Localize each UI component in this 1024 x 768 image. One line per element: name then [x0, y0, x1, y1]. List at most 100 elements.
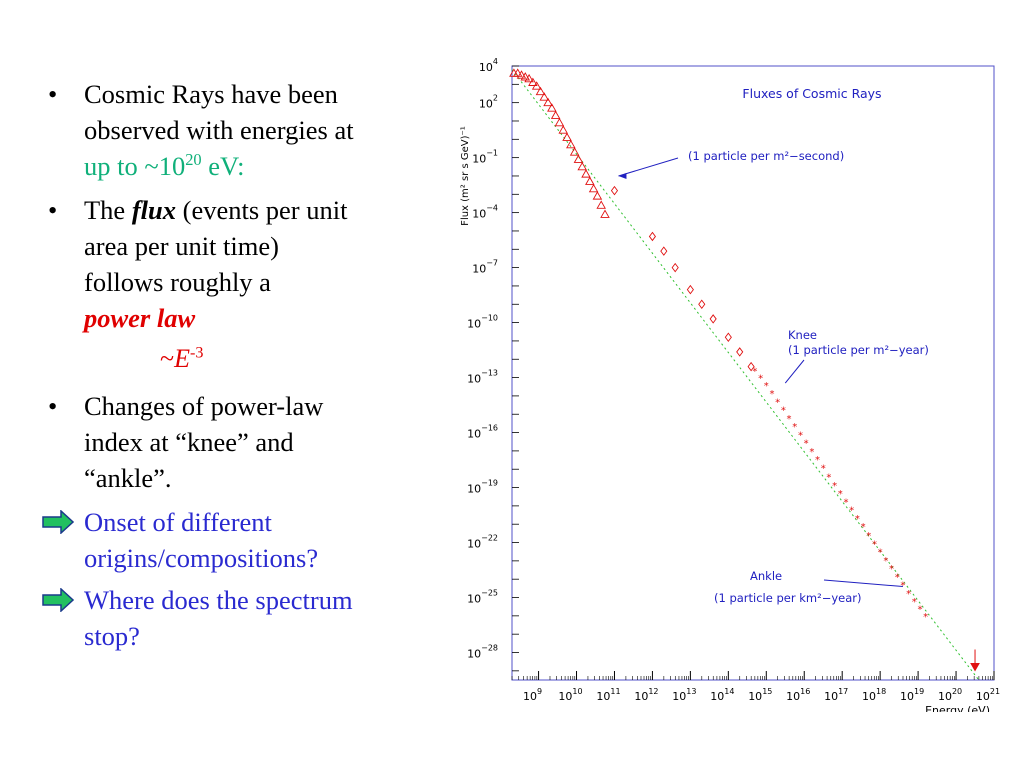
bullet-knee-ankle: • Changes of power-law index at “knee” a…: [44, 388, 444, 496]
x-tick-label: 1012: [634, 687, 658, 703]
x-tick-label: 1020: [938, 687, 962, 703]
y-tick-label: 10−16: [467, 424, 498, 441]
data-point-star: *: [832, 481, 837, 492]
y-axis-title: Flux (m² sr s GeV)⁻¹: [460, 126, 471, 226]
data-point-triangle: [524, 73, 534, 83]
x-tick-label: 1010: [558, 687, 582, 703]
arrow-item1-line1: Onset of different: [84, 507, 272, 537]
slide-text: • Cosmic Rays have been observed with en…: [42, 76, 444, 660]
y-tick-label: 10−28: [467, 644, 498, 661]
data-point-triangle: [569, 147, 580, 156]
data-point-triangle: [528, 77, 538, 86]
data-point-diamond: [648, 231, 656, 242]
bullet1-line1: Cosmic Rays have been: [84, 79, 338, 109]
data-point-star: *: [787, 414, 792, 425]
data-point-triangle: [554, 117, 565, 127]
bullet2-the: The: [84, 195, 132, 225]
data-point-star: *: [804, 439, 809, 450]
cosmic-ray-flux-chart: 109 1010 1011 1012 1013 1014 1015 1016 1017 1018 1…: [452, 56, 1012, 717]
x-axis-title: Energy (eV): [925, 704, 990, 712]
bullet2-power-law: power law: [84, 303, 196, 333]
annotation-one-per-m2-second: (1 particle per m²−second): [688, 149, 844, 163]
data-point-star: *: [912, 597, 917, 608]
x-tick-label: 1015: [748, 687, 772, 703]
x-tick-label: 1019: [900, 687, 924, 703]
arrow-item2-line2: stop?: [84, 621, 140, 651]
data-point-diamond: [671, 262, 679, 273]
data-point-star: *: [758, 374, 763, 385]
data-point-triangle: [535, 86, 546, 96]
bullet3-line1: Changes of power-law: [84, 391, 324, 421]
annotation-arrow-second: [618, 157, 679, 177]
data-point-star: *: [923, 612, 928, 623]
right-arrow-icon: [42, 588, 74, 612]
x-tick-label: 1013: [672, 687, 696, 703]
data-point-triangle: [547, 103, 557, 112]
annotation-arrowhead-second: [618, 172, 627, 179]
arrow-item-origins: Onset of different origins/compositions?: [42, 504, 444, 576]
arrow-item-spectrum-stop: Where does the spectrum stop?: [42, 582, 444, 654]
bullet-dot: •: [48, 391, 58, 421]
bullet2-line1: The flux (events per unit: [84, 192, 444, 228]
y-tick-label: 104: [479, 57, 498, 74]
data-point-diamond: [724, 332, 732, 343]
bullet1-line2: observed with energies at: [84, 115, 354, 145]
data-point-upper-limit: [970, 663, 980, 672]
data-point-star: *: [838, 489, 843, 500]
bullet-dot: •: [48, 79, 58, 109]
annotation-arrow-knee: [784, 359, 805, 384]
data-point-star: *: [866, 531, 871, 542]
annotation-one-per-km2-year: (1 particle per km²−year): [714, 591, 862, 605]
data-point-triangle: [600, 209, 610, 218]
data-point-star: *: [775, 397, 780, 408]
data-point-star: *: [781, 406, 786, 417]
chart-title: Fluxes of Cosmic Rays: [742, 86, 881, 101]
data-point-triangle: [512, 68, 523, 77]
data-point-triangle: [539, 92, 550, 101]
data-point-star: *: [878, 548, 883, 559]
right-arrow-icon: [42, 510, 74, 534]
annotation-ankle: Ankle: [750, 569, 782, 583]
bullet-flux: • The flux (events per unit area per uni…: [44, 192, 444, 336]
data-point-star: *: [917, 605, 922, 616]
data-point-triangle: [531, 81, 542, 90]
y-tick-label: 10−1: [472, 149, 498, 166]
data-point-diamond: [709, 314, 717, 324]
data-point-triangle: [558, 125, 569, 134]
energy-limit-suffix: eV:: [201, 151, 245, 181]
x-tick-label: 1014: [710, 687, 734, 703]
annotation-one-per-m2-year: (1 particle per m²−year): [788, 343, 929, 357]
data-point-star: *: [752, 366, 757, 377]
bullet3-line3: “ankle”.: [84, 463, 172, 493]
formula-exponent: -3: [189, 344, 204, 362]
data-point-diamond: [736, 347, 744, 357]
bullet2-rest: (events per unit: [176, 195, 348, 225]
data-point-star: *: [764, 381, 769, 392]
annotation-arrow-ankle: [823, 579, 903, 588]
y-tick-label: 10−10: [467, 314, 498, 331]
y-tick-label: 10−7: [472, 259, 498, 276]
data-point-star: *: [883, 556, 888, 567]
data-point-triangle: [573, 154, 584, 163]
data-point-star: *: [843, 497, 848, 508]
data-point-star: *: [906, 589, 911, 600]
energy-limit-prefix: up to ~10: [84, 151, 186, 181]
bullet1-energy-limit: up to ~1020 eV:: [84, 148, 444, 184]
data-point-star: *: [821, 463, 826, 474]
data-point-star: *: [895, 572, 900, 583]
data-point-triangle: [520, 72, 531, 81]
data-point-triangle: [566, 139, 576, 149]
formula-prefix: ~: [160, 344, 175, 373]
data-point-triangle: [596, 200, 606, 209]
formula-base: E: [174, 344, 190, 373]
data-point-diamond: [610, 185, 619, 196]
data-point-star: *: [809, 447, 814, 458]
data-point-diamond: [698, 299, 706, 310]
annotation-knee: Knee: [788, 328, 817, 342]
y-tick-label: 102: [479, 94, 498, 111]
x-tick-label: 1017: [824, 687, 848, 703]
bullet-cosmic-rays: • Cosmic Rays have been observed with en…: [44, 76, 444, 184]
reference-power-law-line: [511, 69, 980, 681]
data-point-star: *: [798, 430, 803, 441]
data-point-triangle: [577, 161, 587, 171]
